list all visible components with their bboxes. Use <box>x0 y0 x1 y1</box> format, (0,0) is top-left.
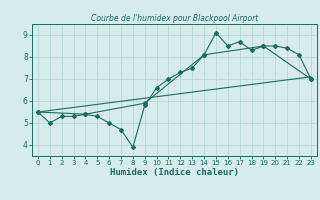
X-axis label: Humidex (Indice chaleur): Humidex (Indice chaleur) <box>110 168 239 177</box>
Title: Courbe de l'humidex pour Blackpool Airport: Courbe de l'humidex pour Blackpool Airpo… <box>91 14 258 23</box>
